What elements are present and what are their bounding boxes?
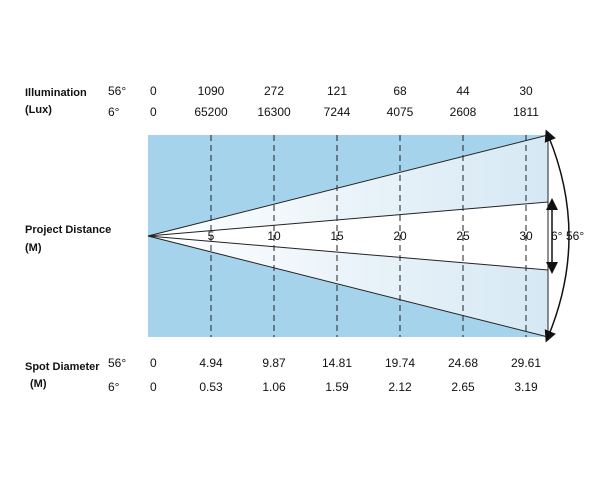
distance-value: 5 xyxy=(208,229,215,243)
spot-value: 24.68 xyxy=(448,356,478,370)
illumination-value: 1090 xyxy=(198,84,225,98)
spot-angle: 6° xyxy=(108,380,120,394)
illumination-value: 0 xyxy=(150,105,157,119)
narrow-angle-label: 6° xyxy=(551,229,563,243)
illumination-value: 7244 xyxy=(324,105,351,119)
distance-value: 30 xyxy=(519,229,533,243)
illumination-value: 4075 xyxy=(387,105,414,119)
spot-value: 29.61 xyxy=(511,356,541,370)
illumination-value: 68 xyxy=(393,84,407,98)
distance-label: Project Distance xyxy=(25,224,111,236)
spot-value: 4.94 xyxy=(199,356,223,370)
illumination-value: 0 xyxy=(150,84,157,98)
distance-value: 20 xyxy=(393,229,407,243)
spot-angle: 56° xyxy=(108,356,126,370)
illumination-value: 272 xyxy=(264,84,284,98)
spot-value: 14.81 xyxy=(322,356,352,370)
illumination-unit: (Lux) xyxy=(25,104,52,116)
illumination-value: 65200 xyxy=(194,105,228,119)
spot-label: Spot Diameter xyxy=(25,361,100,373)
illumination-value: 30 xyxy=(519,84,533,98)
illumination-value: 121 xyxy=(327,84,347,98)
illumination-angle: 56° xyxy=(108,84,126,98)
distance-value: 25 xyxy=(456,229,470,243)
distance-value: 15 xyxy=(330,229,344,243)
spot-value: 2.65 xyxy=(451,380,475,394)
illumination-value: 16300 xyxy=(257,105,291,119)
illumination-angle: 6° xyxy=(108,105,120,119)
spot-value: 0 xyxy=(150,380,157,394)
distance-value: 10 xyxy=(267,229,281,243)
distance-markers xyxy=(210,135,527,337)
wide-angle-arrow xyxy=(544,129,570,343)
spot-value: 0 xyxy=(150,356,157,370)
spot-value: 9.87 xyxy=(262,356,286,370)
illumination-value: 1811 xyxy=(513,105,539,119)
illumination-label: Illumination xyxy=(25,87,87,99)
illumination-value: 44 xyxy=(456,84,470,98)
spot-value: 1.06 xyxy=(262,380,286,394)
spot-value: 1.59 xyxy=(325,380,349,394)
distance-unit: (M) xyxy=(25,242,42,254)
spot-value: 19.74 xyxy=(385,356,415,370)
wide-angle-label: 56° xyxy=(566,229,584,243)
illumination-value: 2608 xyxy=(450,105,477,119)
spot-value: 2.12 xyxy=(388,380,412,394)
spot-unit: (M) xyxy=(30,378,47,390)
spot-value: 3.19 xyxy=(514,380,538,394)
spot-value: 0.53 xyxy=(199,380,223,394)
